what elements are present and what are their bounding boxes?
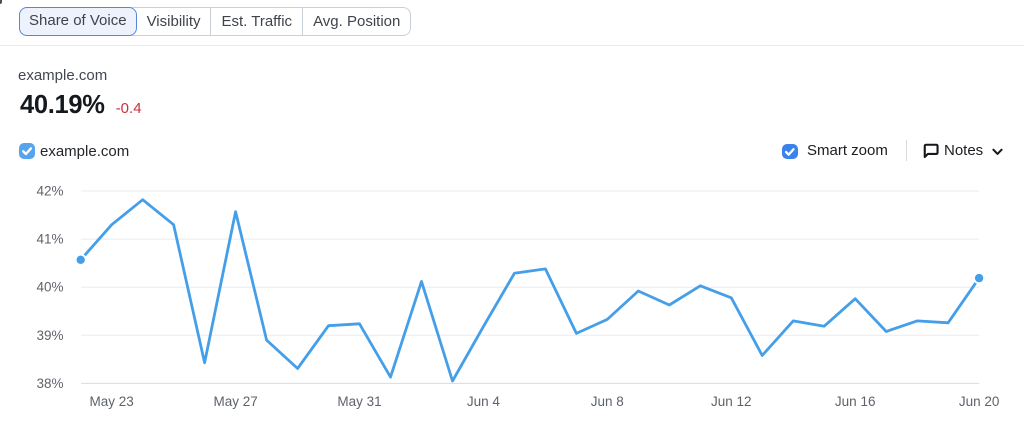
svg-text:Jun 4: Jun 4 [467, 394, 501, 409]
svg-text:39%: 39% [36, 328, 63, 343]
svg-text:40%: 40% [36, 280, 63, 295]
svg-text:Jun 8: Jun 8 [591, 394, 624, 409]
svg-text:May 31: May 31 [337, 394, 381, 409]
svg-text:Jun 20: Jun 20 [959, 394, 1000, 409]
svg-text:May 27: May 27 [213, 394, 257, 409]
svg-text:Jun 16: Jun 16 [835, 394, 876, 409]
svg-text:41%: 41% [36, 232, 63, 247]
svg-text:Jun 12: Jun 12 [711, 394, 752, 409]
svg-text:38%: 38% [36, 376, 63, 391]
svg-text:42%: 42% [36, 184, 63, 199]
svg-text:May 23: May 23 [90, 394, 134, 409]
